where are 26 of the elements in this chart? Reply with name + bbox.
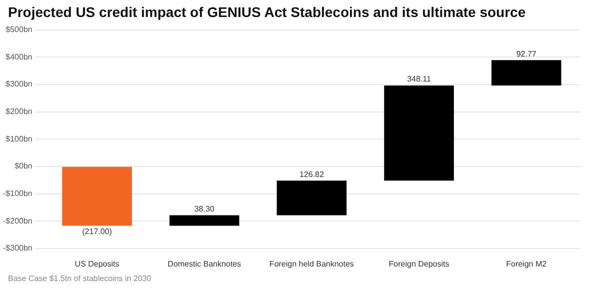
bar <box>384 85 454 181</box>
bar <box>276 180 347 216</box>
bar <box>169 215 240 226</box>
chart-title: Projected US credit impact of GENIUS Act Stablecoins and its ultimate source <box>7 3 527 22</box>
y-tick-label: -$100bn <box>3 188 32 198</box>
y-tick-label: $300bn <box>6 80 32 89</box>
text: Base Case $1.5tn of stablecoins in 2030 <box>7 273 152 285</box>
data-label: 92.77 <box>516 49 537 58</box>
data-label: (217.00) <box>82 226 112 236</box>
x-tick-label: Foreign M2 <box>506 259 548 268</box>
y-tick-label: $400bn <box>6 52 32 62</box>
bar <box>491 60 562 86</box>
x-tick-label: Foreign Deposits <box>388 259 450 268</box>
y-tick-label: -$300bn <box>3 244 32 253</box>
y-tick-label: $100bn <box>6 134 32 144</box>
data-label: 38.30 <box>194 204 215 214</box>
data-label: 126.82 <box>299 170 324 179</box>
y-tick-label: $0bn <box>14 162 32 171</box>
x-tick-label: Domestic Banknotes <box>168 259 242 268</box>
x-tick-label: Foreign held Banknotes <box>269 259 354 268</box>
y-tick-label: $200bn <box>6 106 32 116</box>
bar <box>62 166 132 226</box>
y-tick-label: -$200bn <box>3 216 32 226</box>
x-tick-label: US Deposits <box>74 259 120 268</box>
data-label: 348.11 <box>407 74 432 84</box>
y-tick-label: $500bn <box>6 25 32 34</box>
